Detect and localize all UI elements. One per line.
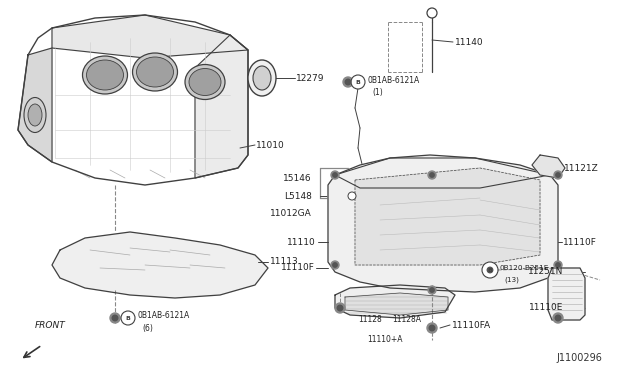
Ellipse shape — [24, 97, 46, 132]
Polygon shape — [335, 158, 550, 188]
Circle shape — [121, 311, 135, 325]
Polygon shape — [195, 35, 248, 178]
Circle shape — [430, 173, 434, 177]
Text: 11110F: 11110F — [563, 237, 597, 247]
Circle shape — [112, 315, 118, 321]
Text: B: B — [488, 267, 492, 273]
Circle shape — [556, 173, 560, 177]
Circle shape — [110, 313, 120, 323]
Polygon shape — [52, 232, 268, 298]
Text: 11113: 11113 — [270, 257, 299, 266]
Text: 11121Z: 11121Z — [564, 164, 599, 173]
Ellipse shape — [253, 66, 271, 90]
Text: 11110+A: 11110+A — [367, 336, 403, 344]
Text: (13): (13) — [504, 277, 519, 283]
Circle shape — [333, 263, 337, 267]
Ellipse shape — [28, 104, 42, 126]
Circle shape — [428, 171, 436, 179]
Text: FRONT: FRONT — [35, 321, 65, 330]
Ellipse shape — [132, 53, 177, 91]
Text: (6): (6) — [142, 324, 153, 334]
Polygon shape — [52, 15, 248, 58]
Ellipse shape — [86, 60, 124, 90]
Circle shape — [556, 315, 561, 321]
Polygon shape — [532, 155, 565, 178]
Text: 11012GA: 11012GA — [270, 208, 312, 218]
Text: 11128A: 11128A — [392, 315, 421, 324]
Circle shape — [487, 267, 493, 273]
Circle shape — [554, 261, 562, 269]
Circle shape — [337, 305, 343, 311]
Text: 0B1AB-6121A: 0B1AB-6121A — [368, 76, 420, 84]
Text: J1100296: J1100296 — [556, 353, 602, 363]
Circle shape — [429, 325, 435, 331]
Text: 11110FA: 11110FA — [452, 321, 491, 330]
Text: (1): (1) — [372, 87, 383, 96]
Polygon shape — [328, 155, 558, 292]
Circle shape — [482, 262, 498, 278]
Circle shape — [554, 171, 562, 179]
Polygon shape — [18, 48, 52, 162]
Circle shape — [427, 8, 437, 18]
Ellipse shape — [136, 57, 173, 87]
Text: L5148: L5148 — [284, 192, 312, 201]
Ellipse shape — [248, 60, 276, 96]
Circle shape — [430, 288, 434, 292]
Circle shape — [485, 265, 495, 275]
Circle shape — [553, 313, 563, 323]
Text: 11110F: 11110F — [281, 263, 315, 273]
Text: B: B — [356, 80, 360, 84]
Circle shape — [427, 323, 437, 333]
Circle shape — [333, 173, 337, 177]
Circle shape — [331, 171, 339, 179]
Text: 0B120-B251E: 0B120-B251E — [500, 265, 549, 271]
Polygon shape — [355, 168, 540, 265]
Ellipse shape — [189, 68, 221, 96]
Circle shape — [331, 261, 339, 269]
Text: 11140: 11140 — [455, 38, 484, 46]
Text: 11251N: 11251N — [527, 267, 563, 276]
Text: 15146: 15146 — [284, 173, 312, 183]
Ellipse shape — [185, 64, 225, 99]
Text: 12279: 12279 — [296, 74, 324, 83]
Polygon shape — [548, 268, 585, 320]
Text: B: B — [125, 315, 131, 321]
Text: 11128: 11128 — [358, 315, 381, 324]
Circle shape — [343, 77, 353, 87]
Polygon shape — [335, 285, 455, 318]
Text: 11110E: 11110E — [529, 304, 563, 312]
Circle shape — [428, 286, 436, 294]
Ellipse shape — [83, 56, 127, 94]
Circle shape — [335, 303, 345, 313]
Text: 11010: 11010 — [256, 141, 285, 150]
Circle shape — [348, 192, 356, 200]
Polygon shape — [345, 293, 448, 315]
Circle shape — [345, 79, 351, 85]
Circle shape — [556, 263, 560, 267]
Text: 11110: 11110 — [287, 237, 316, 247]
Circle shape — [351, 75, 365, 89]
Text: 0B1AB-6121A: 0B1AB-6121A — [138, 311, 190, 321]
